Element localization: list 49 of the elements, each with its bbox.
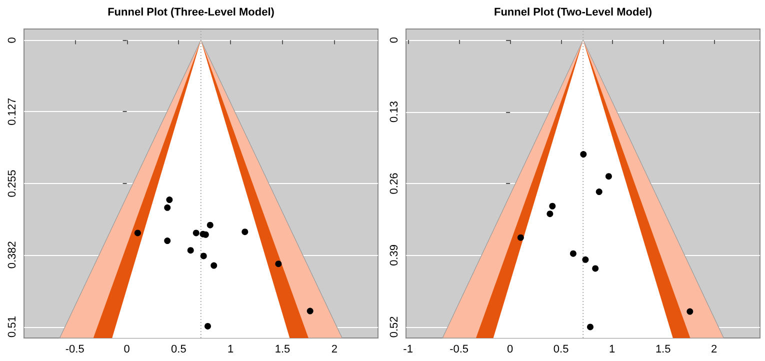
x-tick-label: -0.5: [450, 344, 469, 356]
point: [134, 230, 141, 236]
point: [242, 228, 248, 236]
point: [192, 230, 200, 236]
point: [164, 204, 171, 211]
y-tick-label: 0.255: [6, 170, 18, 198]
point: [166, 196, 173, 204]
chart-title: Funnel Plot (Two-Level Model): [494, 6, 652, 18]
point: [164, 238, 171, 244]
x-tick-label: 2: [711, 344, 718, 356]
y-tick-label: 0.39: [388, 244, 400, 266]
y-tick-label: 0.382: [6, 241, 18, 269]
x-tick-label: 0: [506, 344, 514, 356]
point: [275, 260, 282, 268]
point: [204, 322, 211, 330]
point: [587, 324, 594, 330]
y-tick-label: 0.127: [6, 98, 18, 126]
point: [549, 202, 556, 210]
x-tick-label: 1.5: [274, 344, 290, 356]
point: [596, 188, 602, 196]
x-tick-label: 0: [124, 344, 130, 356]
y-tick-label: 0: [388, 36, 400, 44]
x-tick-label: 0.5: [171, 344, 186, 356]
y-tick-label: 0.13: [388, 101, 400, 122]
y-tick-label: 0.51: [6, 316, 18, 338]
chart-title: Funnel Plot (Three-Level Model): [108, 6, 275, 18]
point: [605, 173, 612, 180]
point: [206, 222, 214, 228]
y-tick-label: 0.52: [388, 316, 400, 338]
point: [582, 256, 589, 263]
point: [546, 210, 554, 218]
point: [517, 234, 524, 241]
x-tick-label: -1: [403, 344, 413, 356]
y-tick-label: 0.26: [388, 172, 400, 194]
x-tick-label: 1: [228, 344, 234, 356]
x-tick-label: 0.5: [553, 344, 569, 356]
point: [592, 265, 599, 272]
x-tick-label: 1.5: [655, 344, 671, 356]
point: [306, 308, 314, 314]
x-tick-label: 2: [331, 344, 338, 356]
point: [200, 252, 207, 260]
point: [210, 262, 218, 269]
point: [686, 308, 694, 315]
y-tick-label: 0: [6, 37, 18, 44]
point: [187, 247, 194, 254]
point: [570, 250, 576, 257]
x-tick-label: 1: [609, 344, 616, 356]
x-tick-label: -0.5: [65, 344, 84, 356]
point: [580, 151, 587, 158]
